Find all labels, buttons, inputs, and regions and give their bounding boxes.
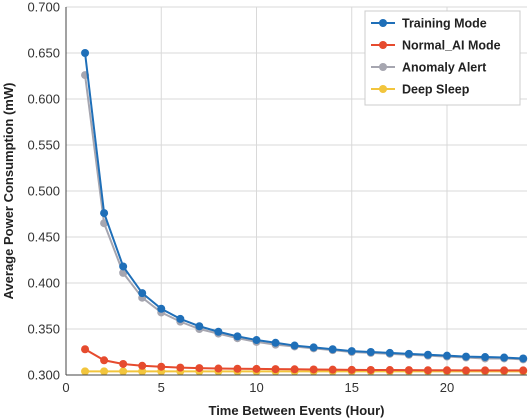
x-tick-label: 0 bbox=[62, 380, 69, 395]
data-point bbox=[500, 366, 509, 375]
grid bbox=[65, 6, 527, 376]
data-point bbox=[119, 367, 128, 376]
y-tick-label: 0.400 bbox=[27, 276, 60, 291]
data-point bbox=[252, 364, 261, 373]
data-point bbox=[347, 365, 356, 374]
series-layer bbox=[81, 49, 528, 376]
series-training-mode bbox=[81, 49, 528, 363]
series-anomaly-alert bbox=[81, 71, 528, 364]
legend-marker bbox=[379, 85, 387, 93]
axes bbox=[65, 7, 527, 376]
data-point bbox=[195, 322, 204, 331]
legend-item: Training Mode bbox=[371, 17, 487, 31]
data-point bbox=[233, 364, 242, 373]
x-tick-label: 5 bbox=[158, 380, 165, 395]
data-point bbox=[290, 341, 299, 350]
data-point bbox=[366, 365, 375, 374]
data-point bbox=[442, 366, 451, 375]
data-point bbox=[385, 366, 394, 375]
data-point bbox=[81, 49, 90, 57]
legend-item: Anomaly Alert bbox=[371, 61, 487, 75]
data-point bbox=[214, 327, 223, 336]
data-point bbox=[100, 367, 109, 376]
data-point bbox=[195, 364, 204, 373]
legend-marker bbox=[379, 63, 387, 71]
y-axis-title: Average Power Consumption (mW) bbox=[1, 83, 16, 300]
data-point bbox=[519, 354, 528, 363]
y-tick-labels: 0.300 0.350 0.400 0.450 0.500 0.550 0.600 0.650… bbox=[27, 0, 60, 383]
y-tick-label: 0.350 bbox=[27, 322, 60, 337]
data-point bbox=[481, 366, 490, 375]
data-point bbox=[157, 362, 166, 371]
data-point bbox=[233, 332, 242, 341]
data-point bbox=[271, 365, 280, 374]
data-point bbox=[519, 366, 528, 375]
x-axis-title: Time Between Events (Hour) bbox=[208, 403, 384, 418]
data-point bbox=[81, 367, 90, 376]
y-tick-label: 0.500 bbox=[27, 184, 60, 199]
y-tick-label: 0.550 bbox=[27, 138, 60, 153]
data-point bbox=[347, 347, 356, 356]
y-tick-label: 0.450 bbox=[27, 230, 60, 245]
data-point bbox=[271, 338, 280, 347]
legend-item: Normal_AI Mode bbox=[371, 39, 501, 53]
series-line bbox=[84, 74, 524, 361]
data-point bbox=[176, 363, 185, 372]
data-point bbox=[138, 367, 147, 376]
data-point bbox=[138, 289, 147, 298]
data-point bbox=[176, 314, 185, 323]
y-tick-label: 0.300 bbox=[27, 368, 60, 383]
data-point bbox=[481, 353, 490, 362]
legend-label: Deep Sleep bbox=[402, 83, 470, 97]
series-line bbox=[84, 348, 524, 372]
x-tick-label: 15 bbox=[345, 380, 359, 395]
data-point bbox=[442, 351, 451, 360]
data-point bbox=[100, 356, 109, 365]
legend-item: Deep Sleep bbox=[371, 83, 470, 97]
data-point bbox=[252, 336, 261, 345]
data-point bbox=[309, 365, 318, 374]
x-tick-label: 10 bbox=[249, 380, 263, 395]
legend-label: Training Mode bbox=[402, 17, 487, 31]
data-point bbox=[119, 359, 128, 368]
data-point bbox=[462, 352, 471, 361]
y-tick-label: 0.700 bbox=[27, 0, 60, 15]
legend-label: Normal_AI Mode bbox=[402, 39, 501, 53]
data-point bbox=[385, 348, 394, 357]
legend-marker bbox=[379, 19, 387, 27]
data-point bbox=[119, 262, 128, 271]
data-point bbox=[328, 345, 337, 354]
data-point bbox=[81, 345, 90, 354]
legend-marker bbox=[379, 41, 387, 49]
x-tick-labels: 0 5 10 15 20 bbox=[62, 380, 454, 395]
data-point bbox=[328, 365, 337, 374]
data-point bbox=[138, 361, 147, 370]
series-normal-ai-mode bbox=[81, 345, 528, 375]
data-point bbox=[500, 353, 509, 362]
data-point bbox=[423, 350, 432, 359]
legend: Training Mode Normal_AI Mode Anomaly Alert… bbox=[364, 10, 521, 106]
data-point bbox=[309, 343, 318, 352]
data-point bbox=[366, 348, 375, 356]
data-point bbox=[404, 366, 413, 375]
data-point bbox=[214, 364, 223, 373]
data-point bbox=[290, 365, 299, 374]
y-tick-label: 0.650 bbox=[27, 46, 60, 61]
legend-label: Anomaly Alert bbox=[402, 61, 487, 75]
y-tick-label: 0.600 bbox=[27, 92, 60, 107]
data-point bbox=[404, 349, 413, 358]
data-point bbox=[462, 366, 471, 375]
data-point bbox=[100, 209, 109, 218]
data-point bbox=[423, 366, 432, 375]
x-tick-label: 20 bbox=[440, 380, 454, 395]
data-point bbox=[157, 304, 166, 313]
